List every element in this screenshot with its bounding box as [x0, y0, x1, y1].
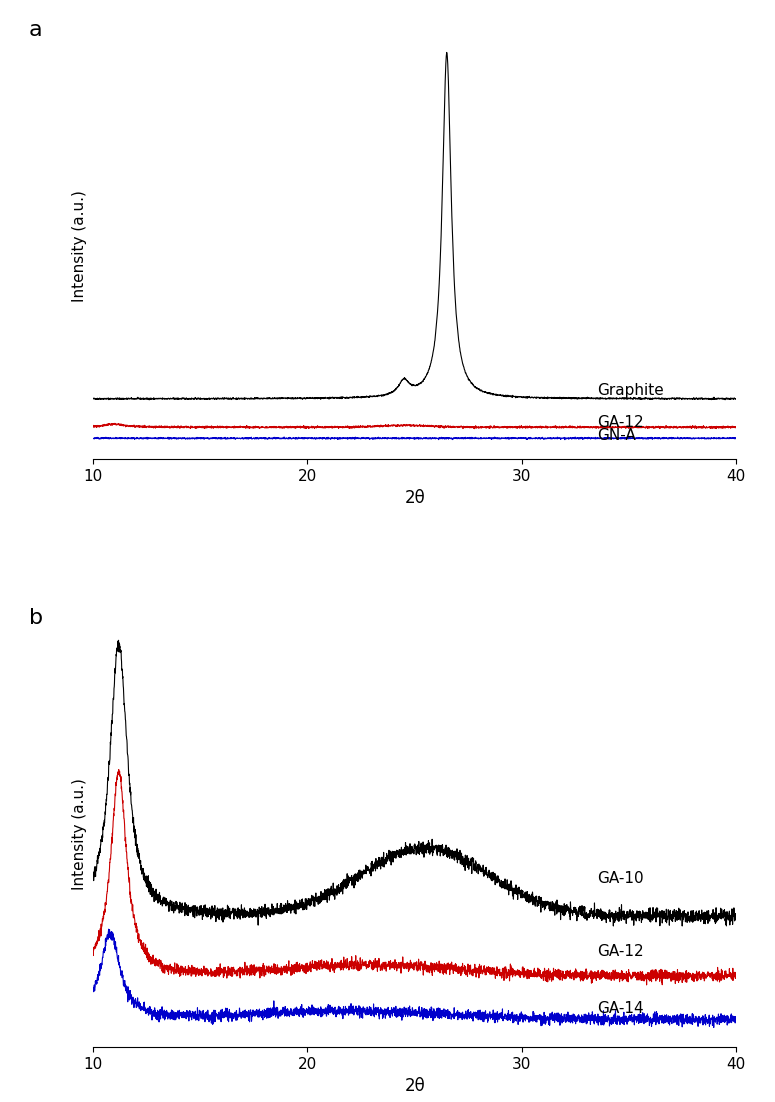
Text: b: b — [29, 608, 43, 628]
Text: GA-10: GA-10 — [597, 871, 643, 886]
Text: a: a — [29, 20, 43, 41]
Text: Graphite: Graphite — [597, 382, 663, 398]
X-axis label: 2θ: 2θ — [405, 1077, 425, 1095]
Text: GN-A: GN-A — [597, 428, 636, 443]
Text: GA-12: GA-12 — [597, 944, 643, 959]
Y-axis label: Intensity (a.u.): Intensity (a.u.) — [72, 778, 88, 889]
X-axis label: 2θ: 2θ — [405, 489, 425, 507]
Text: GA-12: GA-12 — [597, 415, 643, 431]
Text: GA-14: GA-14 — [597, 1001, 643, 1016]
Y-axis label: Intensity (a.u.): Intensity (a.u.) — [72, 191, 88, 302]
